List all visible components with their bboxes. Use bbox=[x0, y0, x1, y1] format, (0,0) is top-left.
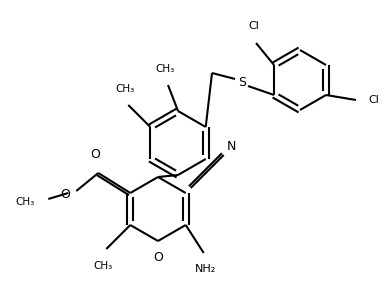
Text: S: S bbox=[238, 76, 246, 90]
Text: O: O bbox=[153, 251, 163, 264]
Text: CH₃: CH₃ bbox=[155, 64, 175, 74]
Text: CH₃: CH₃ bbox=[116, 84, 135, 94]
Text: Cl: Cl bbox=[368, 95, 379, 105]
Text: CH₃: CH₃ bbox=[94, 261, 113, 271]
Text: N: N bbox=[227, 140, 236, 153]
Text: CH₃: CH₃ bbox=[15, 197, 34, 207]
Text: O: O bbox=[90, 148, 100, 161]
Text: NH₂: NH₂ bbox=[195, 264, 216, 274]
Text: Cl: Cl bbox=[249, 21, 259, 31]
Text: O: O bbox=[61, 187, 70, 201]
